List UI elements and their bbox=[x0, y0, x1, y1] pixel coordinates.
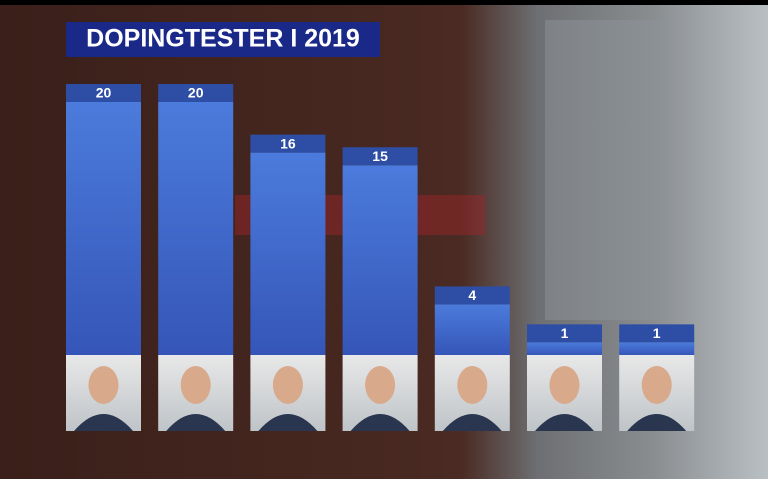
photo-shoulders bbox=[350, 414, 410, 431]
photo-shoulders bbox=[535, 414, 594, 431]
photo-shoulders bbox=[442, 414, 502, 431]
value-label: 16 bbox=[280, 135, 296, 151]
photo-head bbox=[549, 366, 580, 404]
value-label-band bbox=[342, 147, 418, 166]
photo-shoulders bbox=[166, 414, 226, 431]
value-label-band bbox=[250, 134, 326, 153]
value-label-band bbox=[66, 84, 141, 102]
photo-head bbox=[365, 366, 396, 404]
value-label-band bbox=[619, 324, 695, 343]
building-blur bbox=[545, 20, 665, 320]
bar bbox=[527, 342, 602, 355]
photo-shoulders bbox=[627, 414, 687, 431]
value-label-band bbox=[158, 84, 234, 102]
value-label-band bbox=[527, 324, 602, 343]
title-box bbox=[66, 22, 380, 57]
photo-head bbox=[272, 366, 303, 404]
value-label: 20 bbox=[188, 85, 204, 101]
chart-title: DOPINGTESTER I 2019 bbox=[86, 25, 360, 53]
photo-shoulders bbox=[74, 414, 133, 431]
value-label: 20 bbox=[96, 85, 112, 101]
bar bbox=[619, 342, 695, 355]
photo-head bbox=[88, 366, 119, 404]
bar bbox=[434, 304, 510, 355]
value-label: 1 bbox=[561, 325, 569, 341]
value-label: 1 bbox=[653, 325, 661, 341]
value-label: 15 bbox=[372, 148, 388, 164]
value-label: 4 bbox=[468, 287, 476, 303]
bar bbox=[342, 165, 418, 355]
bar bbox=[250, 152, 326, 355]
value-label-band bbox=[434, 286, 510, 305]
photo-head bbox=[641, 366, 672, 404]
photo-head bbox=[180, 366, 211, 404]
top-strip bbox=[0, 0, 768, 5]
photo-head bbox=[457, 366, 488, 404]
photo-shoulders bbox=[258, 414, 318, 431]
bar bbox=[66, 102, 141, 355]
bar bbox=[158, 102, 234, 355]
